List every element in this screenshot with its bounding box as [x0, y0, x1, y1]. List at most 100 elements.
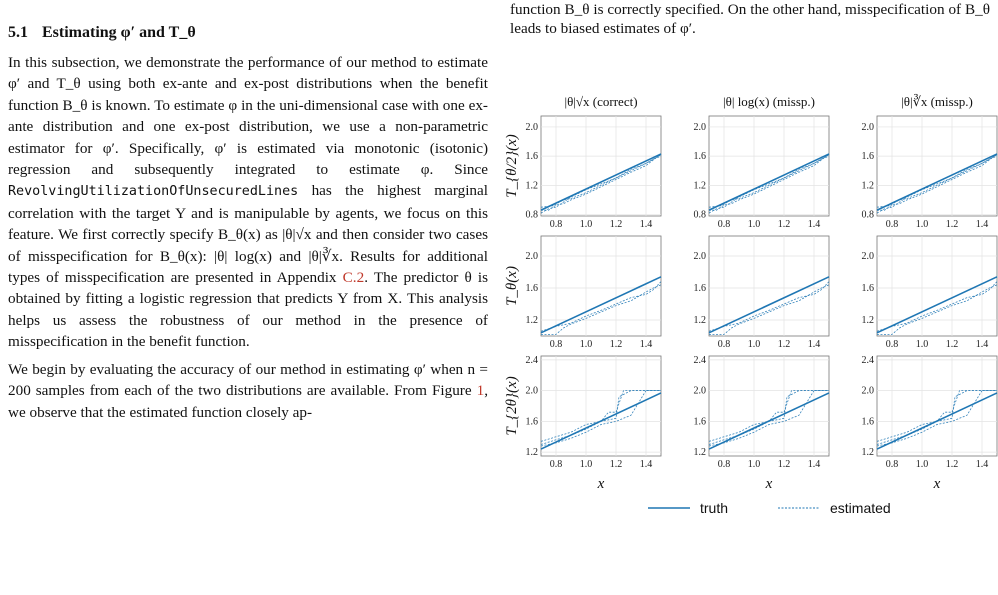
- x-tick-label-2-2-1: 1.0: [916, 459, 929, 470]
- x-tick-label-0-1-2: 1.2: [778, 219, 791, 230]
- truth-line-2-1: [708, 392, 830, 450]
- y-tick-label-2-1-1: 1.6: [694, 416, 707, 427]
- left-column: 5.1 Estimating φ′ and T_θ In this subsect…: [8, 24, 488, 429]
- y-tick-label-2-1-3: 2.4: [694, 355, 707, 366]
- estimated-line-1-1-0: [709, 284, 830, 335]
- y-tick-label-1-0-0: 1.2: [526, 315, 539, 326]
- x-tick-label-2-2-2: 1.2: [946, 459, 959, 470]
- panel-title-1: |θ| log(x) (missp.): [723, 94, 815, 109]
- x-tick-label-2-0-1: 1.0: [580, 459, 593, 470]
- x-tick-label-1-1-0: 0.8: [718, 339, 731, 350]
- section-number: 5.1: [8, 24, 28, 41]
- x-tick-label-1-1-2: 1.2: [778, 339, 791, 350]
- truth-line-1-1: [708, 276, 830, 334]
- right-column-text: function B_θ is correctly specified. On …: [510, 1, 990, 37]
- appendix-link[interactable]: C.2: [342, 269, 365, 287]
- estimated-line-0-2-0: [877, 153, 998, 211]
- x-tick-label-2-1-0: 0.8: [718, 459, 731, 470]
- y-axis-label-row-0: T_{θ/2}(x): [504, 134, 520, 198]
- truth-line-1-2: [876, 276, 998, 334]
- panel-frame-0-0: [540, 115, 662, 217]
- y-tick-label-2-0-0: 1.2: [526, 447, 539, 458]
- estimated-line-2-0-0: [540, 390, 661, 445]
- panel-frame-0-1: [708, 115, 830, 217]
- estimated-line-1-2-1: [876, 281, 998, 332]
- y-tick-label-0-1-3: 2.0: [694, 122, 707, 133]
- estimated-line-0-0-1: [540, 155, 662, 214]
- y-tick-label-0-2-3: 2.0: [862, 122, 875, 133]
- estimated-line-2-1-0: [708, 390, 829, 445]
- x-tick-label-1-0-0: 0.8: [550, 339, 563, 350]
- legend-truth-label: truth: [700, 500, 728, 516]
- estimated-line-1-2-0: [877, 284, 998, 335]
- y-tick-label-2-2-1: 1.6: [862, 416, 875, 427]
- y-tick-label-1-1-0: 1.2: [694, 315, 707, 326]
- y-tick-label-0-0-3: 2.0: [526, 122, 539, 133]
- estimated-line-2-2-0: [876, 390, 997, 445]
- figure-link[interactable]: 1: [476, 382, 485, 400]
- x-tick-label-0-1-3: 1.4: [808, 219, 821, 230]
- estimated-line-2-1-2: [708, 390, 829, 447]
- y-tick-label-1-0-2: 2.0: [526, 251, 539, 262]
- x-tick-label-2-0-2: 1.2: [610, 459, 623, 470]
- x-tick-label-0-0-0: 0.8: [550, 219, 563, 230]
- x-tick-label-1-2-2: 1.2: [946, 339, 959, 350]
- y-tick-label-2-0-1: 1.6: [526, 416, 539, 427]
- x-tick-label-0-2-0: 0.8: [886, 219, 899, 230]
- y-tick-label-1-2-2: 2.0: [862, 251, 875, 262]
- y-tick-label-1-2-0: 1.2: [862, 315, 875, 326]
- x-tick-label-2-2-3: 1.4: [976, 459, 989, 470]
- section-heading: 5.1 Estimating φ′ and T_θ: [8, 24, 488, 42]
- y-tick-label-2-2-2: 2.0: [862, 386, 875, 397]
- y-tick-label-0-1-2: 1.6: [694, 151, 707, 162]
- estimated-line-0-2-1: [876, 155, 998, 214]
- x-tick-label-1-1-3: 1.4: [808, 339, 821, 350]
- section-title: Estimating φ′ and T_θ: [42, 24, 196, 41]
- y-tick-label-1-2-1: 1.6: [862, 283, 875, 294]
- y-tick-label-0-2-2: 1.6: [862, 151, 875, 162]
- x-tick-label-1-0-2: 1.2: [610, 339, 623, 350]
- estimated-line-2-0-2: [540, 390, 661, 447]
- estimated-line-0-0-0: [541, 153, 662, 211]
- x-tick-label-0-0-3: 1.4: [640, 219, 653, 230]
- truth-line-2-2: [876, 392, 998, 450]
- x-tick-label-2-0-0: 0.8: [550, 459, 563, 470]
- estimated-line-1-0-0: [541, 284, 662, 335]
- y-tick-label-0-2-1: 1.2: [862, 180, 875, 191]
- paragraph-2: We begin by evaluating the accuracy of o…: [8, 359, 488, 423]
- x-tick-label-1-2-3: 1.4: [976, 339, 989, 350]
- x-tick-label-1-0-3: 1.4: [640, 339, 653, 350]
- paragraph-2-text-b: , we observe that the estimated function…: [8, 382, 488, 421]
- y-tick-label-2-2-0: 1.2: [862, 447, 875, 458]
- y-tick-label-2-0-2: 2.0: [526, 386, 539, 397]
- paragraph-1-text-a: In this subsection, we demonstrate the p…: [8, 54, 488, 179]
- y-tick-label-1-1-2: 2.0: [694, 251, 707, 262]
- y-tick-label-2-1-0: 1.2: [694, 447, 707, 458]
- estimated-line-2-2-2: [876, 390, 997, 447]
- x-tick-label-1-1-1: 1.0: [748, 339, 761, 350]
- estimated-line-1-0-1: [540, 281, 662, 332]
- y-tick-label-2-1-2: 2.0: [694, 386, 707, 397]
- y-tick-label-0-1-0: 0.8: [694, 210, 707, 221]
- x-tick-label-2-2-0: 0.8: [886, 459, 899, 470]
- panel-frame-0-2: [876, 115, 998, 217]
- estimated-line-0-1-0: [709, 153, 830, 211]
- y-tick-label-2-2-3: 2.4: [862, 355, 875, 366]
- x-tick-label-2-1-2: 1.2: [778, 459, 791, 470]
- panel-title-0: |θ|√x (correct): [564, 94, 637, 109]
- y-tick-label-0-0-2: 1.6: [526, 151, 539, 162]
- x-axis-label-0: x: [597, 476, 605, 492]
- x-tick-label-0-2-1: 1.0: [916, 219, 929, 230]
- paragraph-2-text-a: We begin by evaluating the accuracy of o…: [8, 360, 488, 400]
- x-tick-label-0-1-0: 0.8: [718, 219, 731, 230]
- x-tick-label-1-0-1: 1.0: [580, 339, 593, 350]
- paragraph-1-text-c: . The predictor θ is obtained by fitting…: [8, 269, 488, 351]
- y-tick-label-2-0-3: 2.4: [526, 355, 539, 366]
- panel-title-2: |θ|∛x (missp.): [901, 94, 973, 109]
- x-tick-label-2-0-3: 1.4: [640, 459, 653, 470]
- x-tick-label-2-1-1: 1.0: [748, 459, 761, 470]
- x-tick-label-2-1-3: 1.4: [808, 459, 821, 470]
- y-tick-label-1-1-1: 1.6: [694, 283, 707, 294]
- estimated-line-1-1-1: [708, 281, 830, 332]
- x-axis-label-1: x: [765, 476, 773, 492]
